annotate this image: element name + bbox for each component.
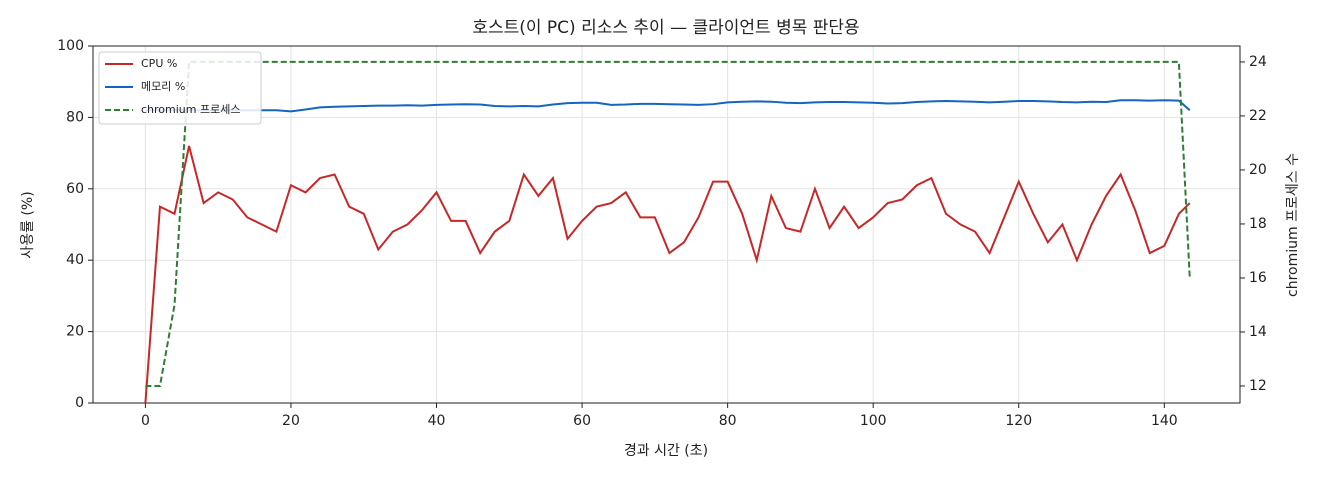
y2-tick-label: 22	[1249, 108, 1267, 124]
x-tick-label: 140	[1151, 413, 1178, 429]
legend-label: chromium 프로세스	[141, 103, 240, 116]
chart-title: 호스트(이 PC) 리소스 추이 — 클라이언트 병목 판단용	[472, 18, 859, 38]
y2-tick-label: 24	[1249, 54, 1267, 70]
y2-axis-label: chromium 프로세스 수	[1285, 153, 1301, 297]
legend-box	[98, 51, 262, 125]
y-tick-label: 40	[66, 252, 84, 268]
x-axis-label: 경과 시간 (초)	[624, 443, 708, 459]
y2-tick-label: 12	[1249, 378, 1267, 394]
series-line	[145, 60, 1191, 387]
x-tick-label: 100	[860, 413, 887, 429]
y-tick-label: 20	[66, 324, 84, 340]
x-tick-label: 20	[282, 413, 300, 429]
x-tick-label: 60	[573, 413, 591, 429]
series-line	[145, 99, 1191, 113]
x-tick-label: 0	[141, 413, 150, 429]
y-axis-label: 사용률 (%)	[20, 191, 36, 258]
legend-label: 메모리 %	[141, 80, 185, 93]
series-line	[144, 145, 1191, 404]
y-tick-label: 0	[75, 395, 84, 411]
y-tick-label: 80	[66, 109, 84, 125]
legend-label: CPU %	[141, 57, 177, 70]
y-tick-label: 100	[57, 38, 84, 54]
plot-frame	[92, 45, 1241, 404]
y2-tick-label: 18	[1249, 216, 1267, 232]
x-tick-label: 40	[428, 413, 446, 429]
x-tick-label: 120	[1005, 413, 1032, 429]
y-tick-label: 60	[66, 181, 84, 197]
y2-tick-label: 20	[1249, 162, 1267, 178]
y2-tick-label: 16	[1249, 270, 1267, 286]
y2-tick-label: 14	[1249, 324, 1267, 340]
x-tick-label: 80	[719, 413, 737, 429]
